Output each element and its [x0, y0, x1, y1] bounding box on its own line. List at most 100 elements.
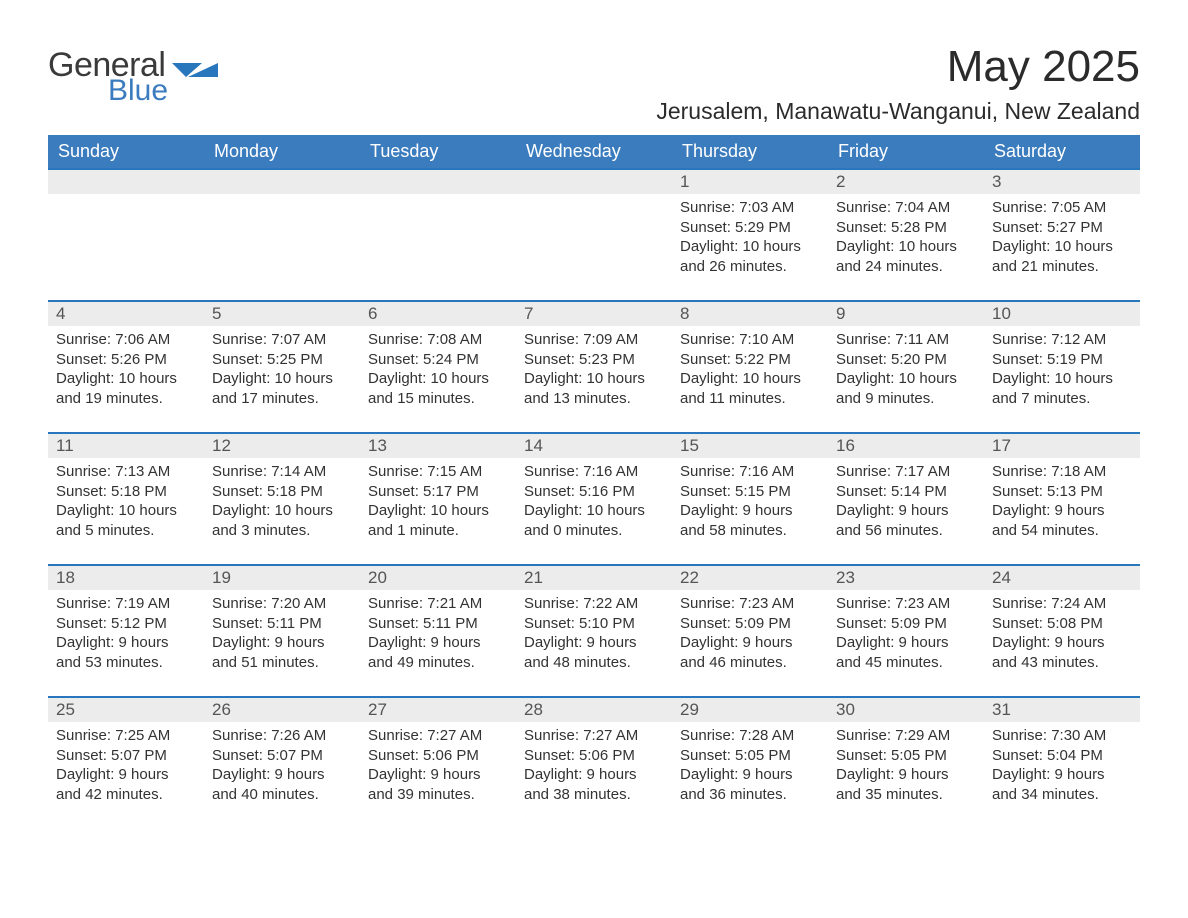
sunrise-line: Sunrise: 7:05 AM — [992, 198, 1132, 218]
sunrise-line: Sunrise: 7:09 AM — [524, 330, 664, 350]
day-details: Sunrise: 7:03 AMSunset: 5:29 PMDaylight:… — [672, 194, 828, 282]
sunrise-line: Sunrise: 7:19 AM — [56, 594, 196, 614]
calendar-day-cell: . — [48, 169, 204, 301]
calendar-day-cell: 28Sunrise: 7:27 AMSunset: 5:06 PMDayligh… — [516, 697, 672, 829]
day-number: 9 — [828, 302, 984, 326]
calendar-day-cell: 5Sunrise: 7:07 AMSunset: 5:25 PMDaylight… — [204, 301, 360, 433]
weekday-header: Thursday — [672, 135, 828, 169]
sunset-line: Sunset: 5:11 PM — [368, 614, 508, 634]
calendar-day-cell: 4Sunrise: 7:06 AMSunset: 5:26 PMDaylight… — [48, 301, 204, 433]
sunset-line: Sunset: 5:16 PM — [524, 482, 664, 502]
sunset-line: Sunset: 5:19 PM — [992, 350, 1132, 370]
day-number: 22 — [672, 566, 828, 590]
daylight-line: Daylight: 9 hours and 42 minutes. — [56, 765, 196, 804]
calendar-day-cell: 24Sunrise: 7:24 AMSunset: 5:08 PMDayligh… — [984, 565, 1140, 697]
sunrise-line: Sunrise: 7:08 AM — [368, 330, 508, 350]
day-details: Sunrise: 7:30 AMSunset: 5:04 PMDaylight:… — [984, 722, 1140, 810]
sunset-line: Sunset: 5:29 PM — [680, 218, 820, 238]
day-details: Sunrise: 7:23 AMSunset: 5:09 PMDaylight:… — [672, 590, 828, 678]
sunrise-line: Sunrise: 7:25 AM — [56, 726, 196, 746]
sunrise-line: Sunrise: 7:17 AM — [836, 462, 976, 482]
day-details: Sunrise: 7:26 AMSunset: 5:07 PMDaylight:… — [204, 722, 360, 810]
brand-word-blue: Blue — [108, 76, 168, 106]
daylight-line: Daylight: 9 hours and 38 minutes. — [524, 765, 664, 804]
day-number: 5 — [204, 302, 360, 326]
day-details: Sunrise: 7:14 AMSunset: 5:18 PMDaylight:… — [204, 458, 360, 546]
sunrise-line: Sunrise: 7:26 AM — [212, 726, 352, 746]
calendar-day-cell: 15Sunrise: 7:16 AMSunset: 5:15 PMDayligh… — [672, 433, 828, 565]
day-number: . — [516, 170, 672, 194]
daylight-line: Daylight: 10 hours and 11 minutes. — [680, 369, 820, 408]
day-number: 26 — [204, 698, 360, 722]
day-number: . — [48, 170, 204, 194]
day-number: 28 — [516, 698, 672, 722]
day-details: Sunrise: 7:15 AMSunset: 5:17 PMDaylight:… — [360, 458, 516, 546]
calendar-day-cell: 6Sunrise: 7:08 AMSunset: 5:24 PMDaylight… — [360, 301, 516, 433]
day-details: Sunrise: 7:28 AMSunset: 5:05 PMDaylight:… — [672, 722, 828, 810]
sunrise-line: Sunrise: 7:07 AM — [212, 330, 352, 350]
brand-logo: General Blue — [48, 48, 218, 106]
calendar-day-cell: 13Sunrise: 7:15 AMSunset: 5:17 PMDayligh… — [360, 433, 516, 565]
day-number: 3 — [984, 170, 1140, 194]
calendar-week-row: 11Sunrise: 7:13 AMSunset: 5:18 PMDayligh… — [48, 433, 1140, 565]
sunrise-line: Sunrise: 7:18 AM — [992, 462, 1132, 482]
weekday-header: Wednesday — [516, 135, 672, 169]
day-details: Sunrise: 7:22 AMSunset: 5:10 PMDaylight:… — [516, 590, 672, 678]
day-number: 25 — [48, 698, 204, 722]
sunrise-line: Sunrise: 7:29 AM — [836, 726, 976, 746]
sunrise-line: Sunrise: 7:03 AM — [680, 198, 820, 218]
sunset-line: Sunset: 5:07 PM — [56, 746, 196, 766]
calendar-day-cell: 10Sunrise: 7:12 AMSunset: 5:19 PMDayligh… — [984, 301, 1140, 433]
sunset-line: Sunset: 5:27 PM — [992, 218, 1132, 238]
calendar-week-row: 25Sunrise: 7:25 AMSunset: 5:07 PMDayligh… — [48, 697, 1140, 829]
flag-icon — [172, 63, 218, 91]
day-number: 13 — [360, 434, 516, 458]
day-details: Sunrise: 7:23 AMSunset: 5:09 PMDaylight:… — [828, 590, 984, 678]
sunset-line: Sunset: 5:08 PM — [992, 614, 1132, 634]
sunrise-line: Sunrise: 7:04 AM — [836, 198, 976, 218]
day-number: 17 — [984, 434, 1140, 458]
sunset-line: Sunset: 5:18 PM — [212, 482, 352, 502]
daylight-line: Daylight: 9 hours and 56 minutes. — [836, 501, 976, 540]
calendar-day-cell: . — [360, 169, 516, 301]
calendar-day-cell: 12Sunrise: 7:14 AMSunset: 5:18 PMDayligh… — [204, 433, 360, 565]
day-number: 1 — [672, 170, 828, 194]
calendar-day-cell: 23Sunrise: 7:23 AMSunset: 5:09 PMDayligh… — [828, 565, 984, 697]
weekday-header: Saturday — [984, 135, 1140, 169]
day-number: 10 — [984, 302, 1140, 326]
sunset-line: Sunset: 5:11 PM — [212, 614, 352, 634]
day-number: 15 — [672, 434, 828, 458]
sunrise-line: Sunrise: 7:24 AM — [992, 594, 1132, 614]
sunrise-line: Sunrise: 7:06 AM — [56, 330, 196, 350]
calendar-day-cell: 31Sunrise: 7:30 AMSunset: 5:04 PMDayligh… — [984, 697, 1140, 829]
sunset-line: Sunset: 5:25 PM — [212, 350, 352, 370]
page-header: General Blue May 2025 Jerusalem, Manawat… — [48, 48, 1140, 135]
sunrise-line: Sunrise: 7:15 AM — [368, 462, 508, 482]
sunrise-line: Sunrise: 7:11 AM — [836, 330, 976, 350]
day-details: Sunrise: 7:06 AMSunset: 5:26 PMDaylight:… — [48, 326, 204, 414]
daylight-line: Daylight: 10 hours and 13 minutes. — [524, 369, 664, 408]
daylight-line: Daylight: 9 hours and 39 minutes. — [368, 765, 508, 804]
day-details: Sunrise: 7:11 AMSunset: 5:20 PMDaylight:… — [828, 326, 984, 414]
day-details: Sunrise: 7:08 AMSunset: 5:24 PMDaylight:… — [360, 326, 516, 414]
day-details: Sunrise: 7:05 AMSunset: 5:27 PMDaylight:… — [984, 194, 1140, 282]
sunset-line: Sunset: 5:28 PM — [836, 218, 976, 238]
sunset-line: Sunset: 5:24 PM — [368, 350, 508, 370]
day-details: Sunrise: 7:21 AMSunset: 5:11 PMDaylight:… — [360, 590, 516, 678]
daylight-line: Daylight: 10 hours and 0 minutes. — [524, 501, 664, 540]
daylight-line: Daylight: 9 hours and 36 minutes. — [680, 765, 820, 804]
calendar-day-cell: 7Sunrise: 7:09 AMSunset: 5:23 PMDaylight… — [516, 301, 672, 433]
sunset-line: Sunset: 5:05 PM — [680, 746, 820, 766]
sunrise-line: Sunrise: 7:16 AM — [680, 462, 820, 482]
daylight-line: Daylight: 10 hours and 19 minutes. — [56, 369, 196, 408]
daylight-line: Daylight: 10 hours and 21 minutes. — [992, 237, 1132, 276]
sunset-line: Sunset: 5:13 PM — [992, 482, 1132, 502]
day-number: 8 — [672, 302, 828, 326]
day-number: 21 — [516, 566, 672, 590]
sunrise-line: Sunrise: 7:22 AM — [524, 594, 664, 614]
day-number: 30 — [828, 698, 984, 722]
day-details — [204, 194, 360, 204]
sunset-line: Sunset: 5:09 PM — [836, 614, 976, 634]
daylight-line: Daylight: 10 hours and 1 minute. — [368, 501, 508, 540]
calendar-table: SundayMondayTuesdayWednesdayThursdayFrid… — [48, 135, 1140, 829]
